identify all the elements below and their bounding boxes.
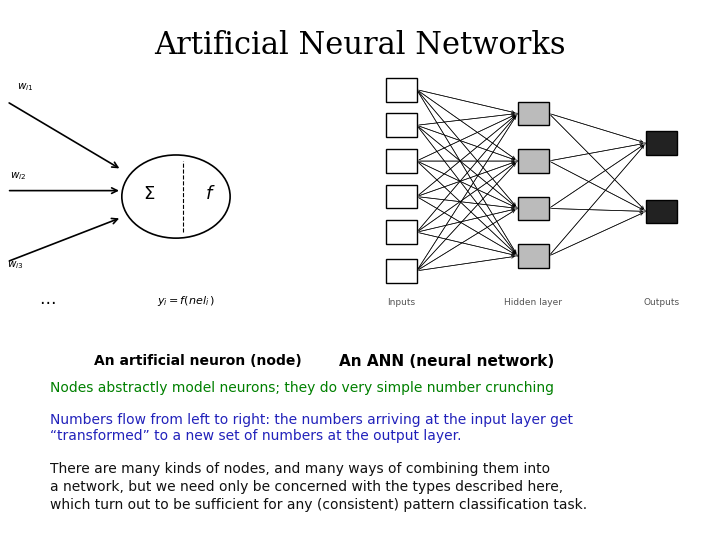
Text: Nodes abstractly model neurons; they do very simple number crunching: Nodes abstractly model neurons; they do … xyxy=(50,381,554,395)
Bar xyxy=(646,131,678,155)
Text: $f$: $f$ xyxy=(204,185,215,202)
Text: Hidden layer: Hidden layer xyxy=(505,298,562,307)
Bar xyxy=(386,149,417,173)
Text: Artificial Neural Networks: Artificial Neural Networks xyxy=(154,30,566,60)
Bar xyxy=(518,149,549,173)
Text: $w_{i2}$: $w_{i2}$ xyxy=(10,170,27,181)
Text: $\Sigma$: $\Sigma$ xyxy=(143,185,155,202)
Text: An ANN (neural network): An ANN (neural network) xyxy=(339,354,554,369)
Text: Outputs: Outputs xyxy=(644,298,680,307)
Text: $w_{i1}$: $w_{i1}$ xyxy=(17,81,33,92)
Bar xyxy=(518,197,549,220)
Text: $\cdots$: $\cdots$ xyxy=(39,292,55,309)
Bar xyxy=(646,199,678,223)
Text: “transformed” to a new set of numbers at the output layer.: “transformed” to a new set of numbers at… xyxy=(50,429,462,443)
Text: Numbers flow from left to right: the numbers arriving at the input layer get: Numbers flow from left to right: the num… xyxy=(50,413,573,427)
Text: $y_i = f(nel_i\,)$: $y_i = f(nel_i\,)$ xyxy=(157,294,215,307)
Text: There are many kinds of nodes, and many ways of combining them into
a network, b: There are many kinds of nodes, and many … xyxy=(50,462,588,512)
Bar xyxy=(386,220,417,244)
Bar xyxy=(386,113,417,137)
Bar xyxy=(386,259,417,283)
Ellipse shape xyxy=(122,155,230,238)
Text: Inputs: Inputs xyxy=(387,298,415,307)
Bar xyxy=(518,244,549,268)
Bar xyxy=(386,185,417,208)
Text: $w_{i3}$: $w_{i3}$ xyxy=(6,259,23,271)
Bar xyxy=(386,78,417,102)
Bar xyxy=(518,102,549,125)
Text: An artificial neuron (node): An artificial neuron (node) xyxy=(94,354,302,368)
